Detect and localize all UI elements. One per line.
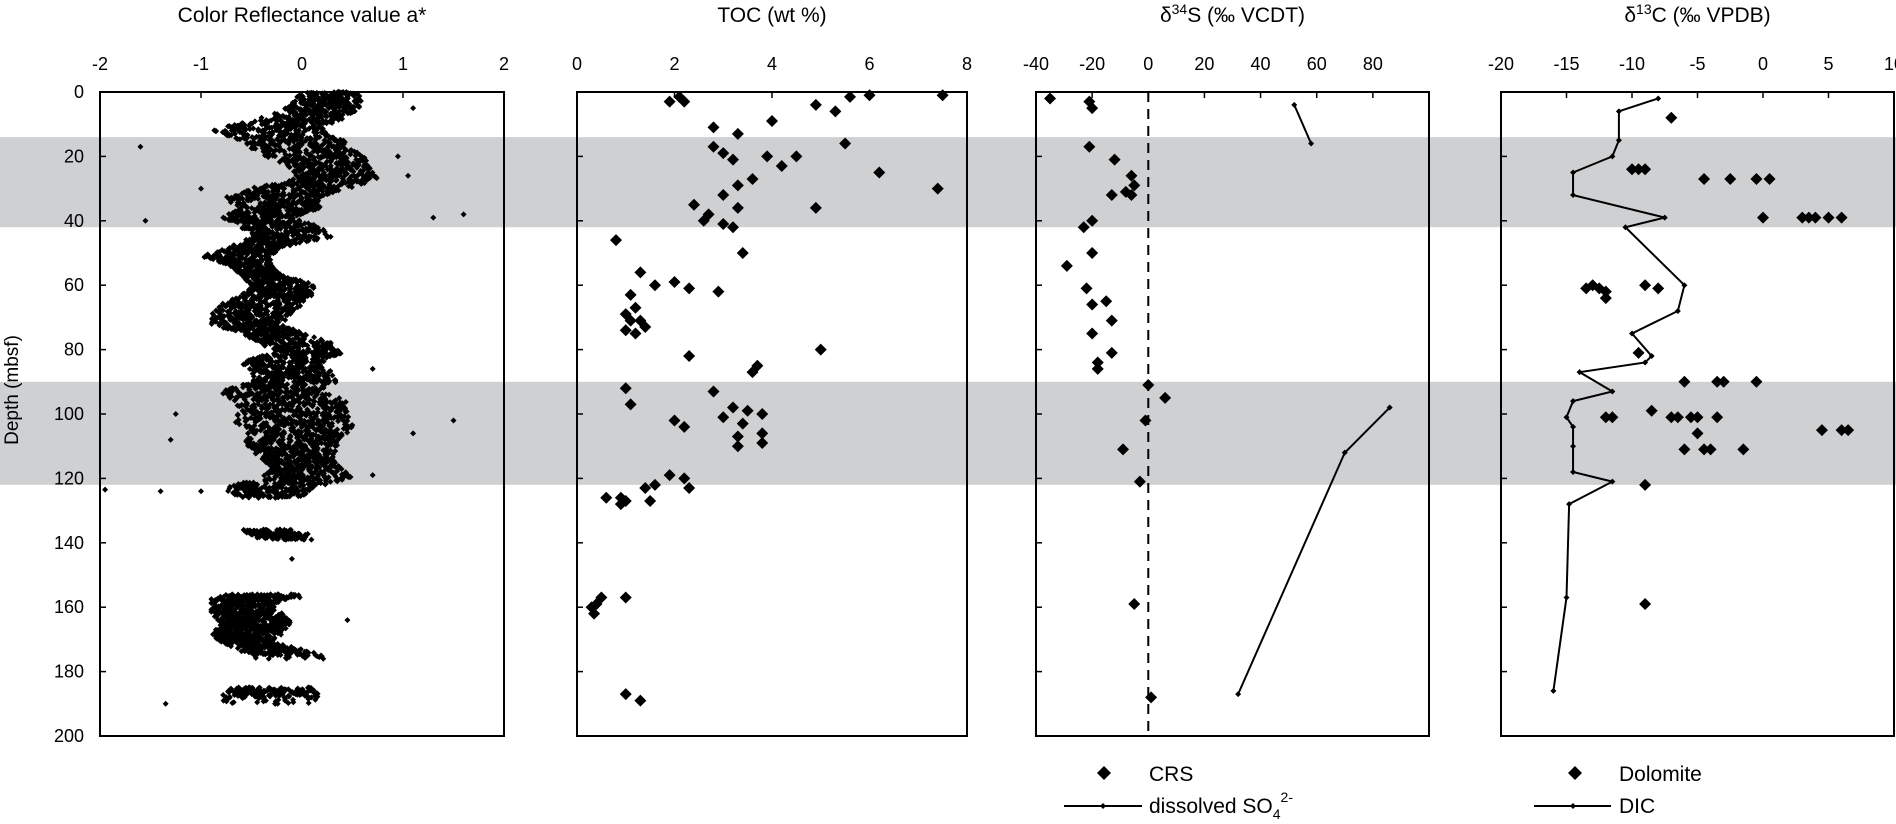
- x-tick-label: -1: [193, 54, 209, 74]
- x-tick-label: 2: [499, 54, 509, 74]
- y-tick-label: 100: [54, 404, 84, 424]
- y-tick-label: 60: [64, 275, 84, 295]
- y-tick-label: 120: [54, 468, 84, 488]
- y-tick-label: 180: [54, 662, 84, 682]
- y-tick-label: 200: [54, 726, 84, 746]
- y-tick-label: 160: [54, 597, 84, 617]
- y-tick-label: 0: [74, 82, 84, 102]
- x-tick-label: -2: [92, 54, 108, 74]
- y-tick-label: 140: [54, 533, 84, 553]
- panel-title-1: Color Reflectance value a*: [178, 4, 427, 27]
- x-tick-label: 1: [398, 54, 408, 74]
- reflectance-point: [311, 334, 317, 340]
- y-tick-label: 20: [64, 146, 84, 166]
- x-tick-label: 0: [297, 54, 307, 74]
- y-tick-label: 80: [64, 340, 84, 360]
- y-tick-label: 40: [64, 211, 84, 231]
